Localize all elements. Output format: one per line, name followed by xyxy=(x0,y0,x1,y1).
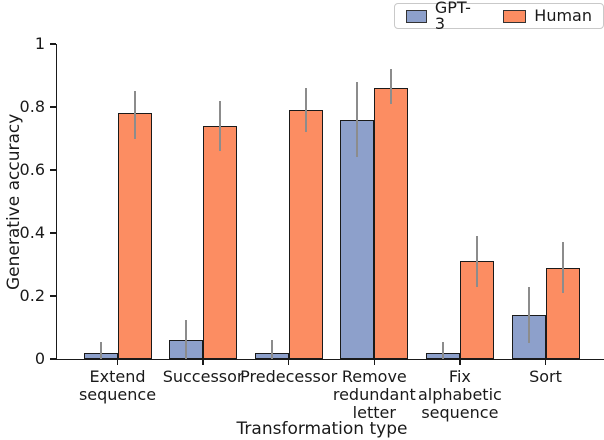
error-bar xyxy=(356,81,359,158)
y-tick-label: 1 xyxy=(34,34,45,53)
x-axis-label: Transformation type xyxy=(236,419,408,439)
error-bar xyxy=(185,319,188,359)
y-axis-label: Generative accuracy xyxy=(4,113,24,290)
x-tick-label: Fix alphabetic sequence xyxy=(417,367,502,422)
x-tick xyxy=(544,359,547,365)
bar-human xyxy=(117,113,152,359)
legend-swatch-human xyxy=(503,9,527,23)
x-tick-label: Remove redundant letter xyxy=(332,367,416,422)
x-tick-label: Extend sequence xyxy=(78,367,157,404)
x-tick xyxy=(373,359,375,365)
y-tick-label: 0 xyxy=(34,349,45,368)
error-bar xyxy=(561,242,564,293)
x-tick-label: Sort xyxy=(529,367,562,386)
y-tick xyxy=(49,43,56,45)
legend-swatch-gpt-3 xyxy=(406,9,427,23)
error-bar xyxy=(441,341,444,359)
error-bar xyxy=(475,236,478,287)
y-tick xyxy=(49,169,56,171)
error-bar xyxy=(219,100,222,152)
y-tick xyxy=(49,295,56,297)
y-tick xyxy=(49,106,56,108)
bar-human xyxy=(203,125,238,359)
y-tick-label: 0.8 xyxy=(19,97,45,116)
y-tick-label: 0.4 xyxy=(19,223,45,242)
error-bar xyxy=(390,69,393,104)
x-tick xyxy=(116,359,119,365)
legend: GPT-3 Human xyxy=(394,0,604,32)
error-bar xyxy=(270,340,273,359)
x-tick xyxy=(202,359,204,365)
bar-human xyxy=(374,88,409,359)
bar-gpt-3 xyxy=(340,119,375,359)
x-tick-label: Successor xyxy=(162,367,244,386)
bar-human xyxy=(545,267,580,359)
legend-entry-gpt-3: GPT-3 xyxy=(406,0,476,32)
legend-label-gpt-3: GPT-3 xyxy=(434,0,471,33)
x-tick xyxy=(288,359,290,365)
error-bar xyxy=(527,286,530,344)
x-tick-label: Predecessor xyxy=(240,367,338,386)
bar-human xyxy=(288,110,323,359)
error-bar xyxy=(304,88,307,133)
y-tick xyxy=(49,232,56,234)
legend-label-human: Human xyxy=(534,6,592,25)
error-bar xyxy=(133,91,136,139)
y-tick-label: 0.6 xyxy=(19,160,45,179)
x-tick xyxy=(459,359,461,365)
plot-area: 0 0.2 0.4 0.6 0.8 1 Extend sequence Successor Pr… xyxy=(20,36,604,422)
error-bar xyxy=(99,341,102,359)
y-tick-label: 0.2 xyxy=(19,286,45,305)
y-tick xyxy=(49,358,56,360)
legend-entry-human: Human xyxy=(503,8,592,24)
